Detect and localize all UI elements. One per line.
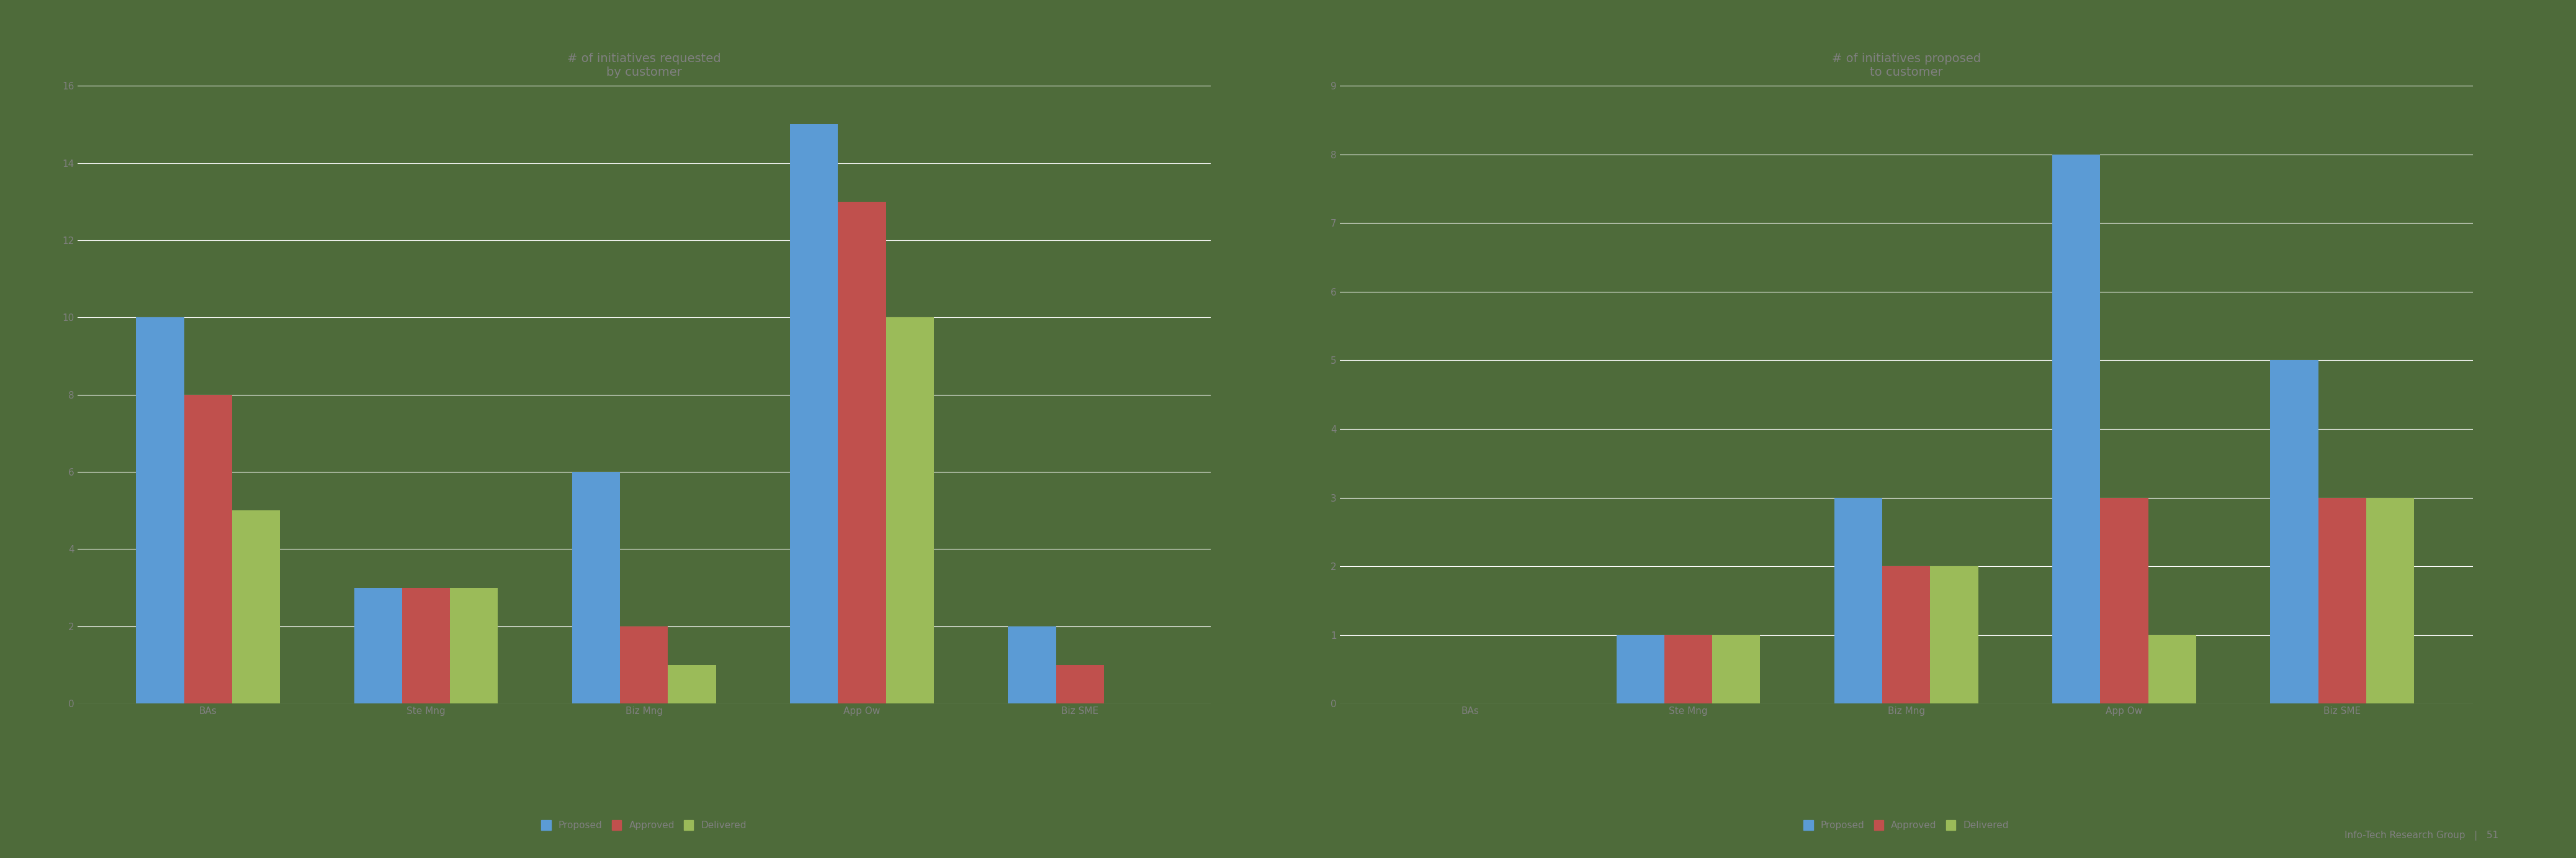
Bar [886,317,935,704]
Bar [1883,566,1929,704]
Bar [621,626,667,704]
Bar [402,588,451,704]
Bar [2148,635,2197,704]
Bar [137,317,183,704]
Bar [2367,498,2414,704]
Bar [1615,635,1664,704]
Title: # of initiatives proposed
to customer: # of initiatives proposed to customer [1832,52,1981,78]
Bar [2269,360,2318,704]
Bar [1664,635,1713,704]
Bar [791,124,837,704]
Bar [572,472,621,704]
Bar [837,202,886,704]
Bar [1007,626,1056,704]
Legend: Proposed, Approved, Delivered: Proposed, Approved, Delivered [1798,815,2014,835]
Bar [353,588,402,704]
Bar [667,665,716,704]
Bar [183,395,232,704]
Bar [1713,635,1759,704]
Bar [2318,498,2367,704]
Bar [232,511,281,704]
Bar [2099,498,2148,704]
Text: Info-Tech Research Group   |   51: Info-Tech Research Group | 51 [2344,831,2499,841]
Bar [1834,498,1883,704]
Bar [451,588,497,704]
Title: # of initiatives requested
by customer: # of initiatives requested by customer [567,52,721,78]
Bar [1929,566,1978,704]
Bar [2053,154,2099,704]
Legend: Proposed, Approved, Delivered: Proposed, Approved, Delivered [536,815,752,835]
Bar [1056,665,1105,704]
